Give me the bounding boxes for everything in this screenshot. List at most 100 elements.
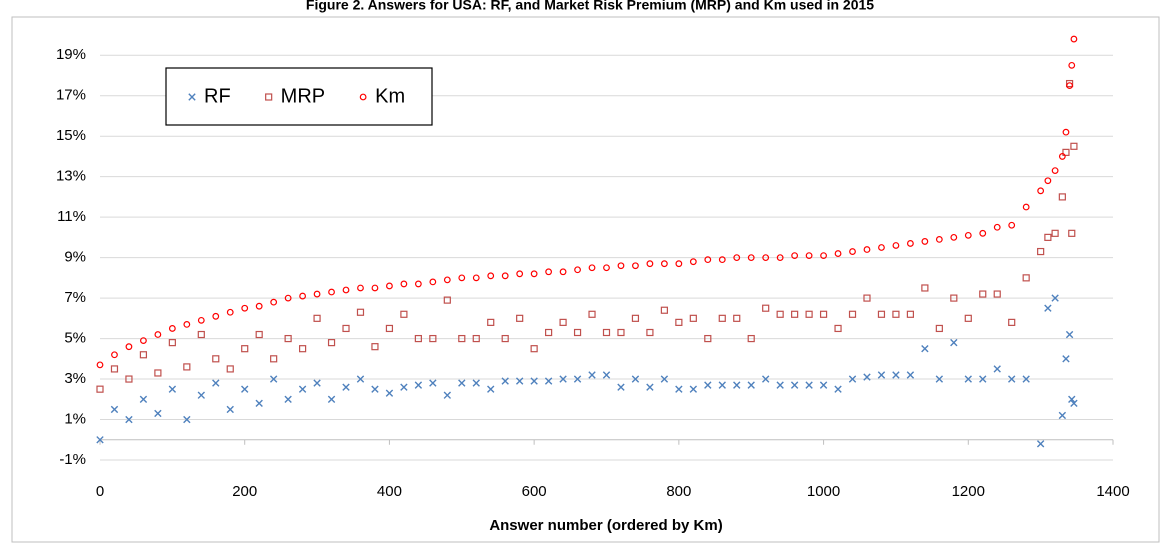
rf-point <box>588 371 596 379</box>
mrp-point <box>327 339 336 347</box>
km-point <box>921 238 929 245</box>
y-tick-label: 5% <box>64 330 86 347</box>
km-point <box>935 236 943 243</box>
km-point <box>559 268 567 276</box>
rf-point <box>819 381 828 389</box>
x-axis-label: Answer number (ordered by Km) <box>489 517 722 534</box>
mrp-point <box>530 345 538 353</box>
km-point <box>516 270 524 278</box>
km-point <box>617 262 625 270</box>
km-point <box>1062 128 1070 136</box>
rf-point <box>747 381 755 389</box>
km-point <box>313 290 321 298</box>
km-point <box>458 274 466 282</box>
mrp-point <box>1062 148 1070 156</box>
km-point <box>270 298 278 306</box>
km-point <box>255 302 263 310</box>
km-point <box>1022 203 1030 211</box>
mrp-point <box>1065 79 1074 88</box>
legend-box <box>165 67 433 126</box>
km-point <box>646 260 654 268</box>
mrp-point <box>791 310 799 318</box>
km-point <box>226 308 234 316</box>
mrp-point <box>689 314 697 322</box>
rf-point <box>689 385 698 393</box>
y-tick-label: -1% <box>59 451 86 468</box>
km-point <box>284 294 292 302</box>
x-tick-label: 1400 <box>1096 483 1129 500</box>
mrp-point <box>197 330 205 339</box>
y-tick-label: 1% <box>64 410 86 427</box>
km-point <box>472 274 480 282</box>
km-point <box>197 316 205 324</box>
km-point <box>733 254 741 262</box>
rf-point <box>617 383 625 391</box>
rf-point <box>1068 395 1076 403</box>
mrp-point <box>255 330 263 339</box>
mrp-point <box>110 365 119 373</box>
rf-point <box>675 385 683 393</box>
mrp-point <box>819 310 828 318</box>
x-tick-label: 1000 <box>807 483 840 500</box>
km-point <box>371 284 379 292</box>
km-point <box>487 272 495 280</box>
km-point <box>154 331 162 338</box>
mrp-point <box>516 314 524 322</box>
km-point <box>863 246 871 253</box>
km-point <box>979 229 987 237</box>
rf-point <box>1051 294 1059 302</box>
mrp-point <box>241 345 249 353</box>
rf-point <box>168 385 177 393</box>
x-tick-label: 400 <box>377 483 402 500</box>
y-tick-label: 17% <box>56 87 86 104</box>
rf-point <box>342 383 350 391</box>
rf-point <box>964 375 972 383</box>
mrp-point <box>1068 229 1076 237</box>
mrp-point <box>863 294 871 302</box>
rf-point <box>429 379 437 387</box>
legend-marker <box>359 93 367 101</box>
mrp-point <box>501 334 509 343</box>
mrp-point <box>125 375 133 383</box>
mrp-point <box>168 339 176 347</box>
mrp-point <box>892 310 900 318</box>
km-point <box>849 248 856 255</box>
rf-point <box>472 379 480 387</box>
mrp-point <box>718 314 726 322</box>
rf-point <box>848 375 857 383</box>
legend-label: RF <box>204 85 231 107</box>
rf-point <box>183 415 191 424</box>
km-point <box>704 256 712 264</box>
km-point <box>993 223 1001 231</box>
km-point <box>530 270 538 278</box>
rf-point <box>646 383 654 391</box>
mrp-point <box>848 310 857 318</box>
km-point <box>545 268 553 276</box>
mrp-point <box>776 310 784 318</box>
rf-point <box>718 381 726 389</box>
rf-point <box>313 379 321 387</box>
rf-point <box>298 385 307 393</box>
mrp-point <box>1051 229 1059 237</box>
km-point <box>241 304 249 312</box>
rf-point <box>212 379 220 387</box>
km-point <box>834 250 842 257</box>
mrp-point <box>487 318 495 326</box>
rf-point <box>761 375 770 383</box>
km-point <box>96 361 104 369</box>
km-point <box>1051 167 1059 174</box>
rf-point <box>863 373 871 381</box>
series-rf <box>96 294 1078 448</box>
km-point <box>791 252 799 259</box>
km-point <box>878 244 885 251</box>
km-point <box>1008 221 1016 229</box>
rf-point <box>805 381 813 389</box>
y-tick-label: 13% <box>56 168 86 185</box>
rf-point <box>371 385 379 393</box>
mrp-point <box>602 328 611 337</box>
mrp-point <box>1037 247 1045 256</box>
legend-marker <box>265 93 273 101</box>
km-point <box>414 280 422 288</box>
rf-point <box>559 375 567 383</box>
